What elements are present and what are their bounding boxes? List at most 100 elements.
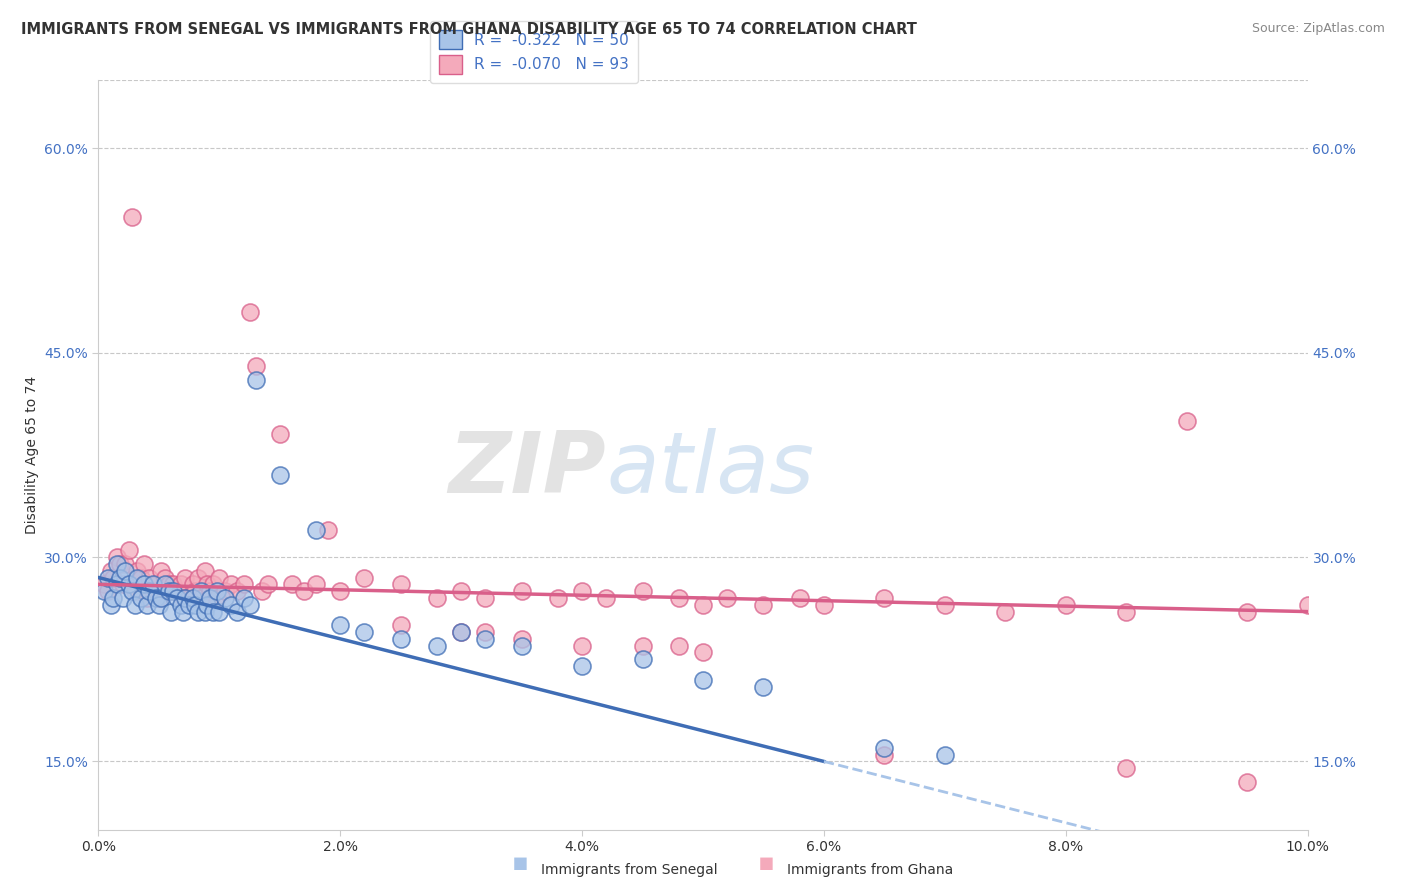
Point [239,305,262,319]
Point [181,591,204,605]
Text: Immigrants from Ghana: Immigrants from Ghana [787,863,953,877]
Point [329,584,352,599]
Point [752,598,775,612]
Point [221,577,243,591]
Point [101,570,124,584]
Point [510,639,533,653]
Point [108,570,131,584]
Point [450,584,472,599]
Point [692,673,714,687]
Point [250,584,273,599]
Point [208,605,231,619]
Text: ▪: ▪ [758,851,775,875]
Point [221,598,243,612]
Point [389,632,412,646]
Point [100,564,122,578]
Point [789,591,811,605]
Point [138,584,160,599]
Point [179,598,201,612]
Point [118,543,141,558]
Point [353,625,375,640]
Point [232,577,254,591]
Point [190,584,212,599]
Point [202,577,225,591]
Point [150,564,173,578]
Point [118,577,141,591]
Point [157,584,180,599]
Point [873,747,896,762]
Y-axis label: Disability Age 65 to 74: Disability Age 65 to 74 [24,376,38,534]
Point [571,584,593,599]
Point [450,625,472,640]
Point [135,591,157,605]
Point [166,584,188,599]
Point [631,639,654,653]
Point [142,577,165,591]
Text: ▪: ▪ [512,851,529,875]
Point [305,577,328,591]
Point [692,598,714,612]
Point [184,598,207,612]
Point [111,577,134,591]
Text: atlas: atlas [606,428,814,511]
Point [716,591,738,605]
Point [157,577,180,591]
Point [153,570,176,584]
Point [474,625,496,640]
Point [631,584,654,599]
Text: Immigrants from Senegal: Immigrants from Senegal [541,863,718,877]
Point [668,591,690,605]
Point [105,550,128,565]
Point [169,598,191,612]
Point [426,639,449,653]
Point [124,598,146,612]
Point [1115,605,1137,619]
Point [873,591,896,605]
Point [97,570,120,584]
Point [1175,414,1198,428]
Point [269,427,291,442]
Point [114,557,136,571]
Point [245,359,267,374]
Point [160,605,183,619]
Point [214,591,236,605]
Point [208,570,231,584]
Point [160,584,183,599]
Point [187,570,209,584]
Point [232,591,254,605]
Point [108,557,131,571]
Point [181,577,204,591]
Point [510,632,533,646]
Point [329,618,352,632]
Point [256,577,278,591]
Point [668,639,690,653]
Point [571,639,593,653]
Point [226,584,249,599]
Point [105,577,128,591]
Point [162,577,184,591]
Point [138,570,160,584]
Point [194,605,217,619]
Point [426,591,449,605]
Point [179,591,201,605]
Point [172,591,194,605]
Point [994,605,1017,619]
Point [813,598,835,612]
Text: Source: ZipAtlas.com: Source: ZipAtlas.com [1251,22,1385,36]
Point [121,584,143,599]
Point [873,740,896,755]
Point [129,591,152,605]
Point [1236,605,1258,619]
Point [305,523,328,537]
Point [135,598,157,612]
Point [934,747,956,762]
Point [281,577,304,591]
Point [162,584,184,599]
Point [353,570,375,584]
Point [93,584,115,599]
Point [389,577,412,591]
Legend: R =  -0.322   N = 50, R =  -0.070   N = 93: R = -0.322 N = 50, R = -0.070 N = 93 [430,21,638,83]
Point [198,584,221,599]
Point [752,680,775,694]
Point [190,591,212,605]
